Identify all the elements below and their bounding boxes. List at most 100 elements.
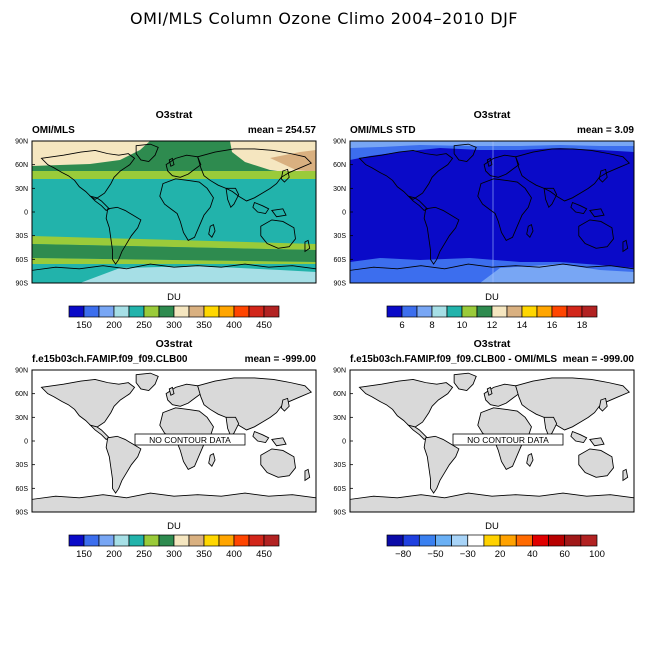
panel-4-left-title: f.e15b03ch.FAMIP.f09_f09.CLB00 - OMI/MLS — [350, 354, 557, 365]
colorbar-label: 300 — [166, 549, 182, 560]
colorbar-label: −80 — [395, 549, 411, 560]
colorbar-label: 250 — [136, 320, 152, 331]
lat-tick-label: 60S — [334, 257, 347, 264]
colorbar-swatch — [188, 534, 205, 547]
colorbar-swatch — [431, 305, 448, 318]
lat-tick-label: 0 — [342, 210, 346, 217]
colorbar-swatch — [173, 305, 190, 318]
lat-tick-label: 60S — [16, 257, 29, 264]
colorbar-3: DU 150 200 250 300 350 400 450 — [68, 521, 280, 560]
colorbar-swatch — [98, 534, 115, 547]
panel-2-center-title: O3strat — [474, 109, 511, 121]
lat-tick-label: 30S — [334, 233, 347, 240]
colorbar-label: 20 — [495, 549, 506, 560]
panel-3-left-title: f.e15b03ch.FAMIP.f09_f09.CLB00 — [32, 354, 188, 365]
colorbar-swatch — [263, 305, 280, 318]
colorbar-swatch — [143, 534, 160, 547]
colorbar-swatch — [68, 534, 85, 547]
lat-tick-label: 30S — [334, 462, 347, 469]
colorbar-swatch — [218, 534, 235, 547]
colorbar-swatch — [263, 534, 280, 547]
lat-tick-label: 30S — [16, 233, 29, 240]
panel-3: O3strat f.e15b03ch.FAMIP.f09_f09.CLB00 m… — [31, 338, 317, 513]
colorbar-label: 450 — [256, 549, 272, 560]
colorbar-label: 200 — [106, 320, 122, 331]
colorbar-label: −30 — [460, 549, 476, 560]
colorbar-swatch — [506, 305, 523, 318]
colorbar-label: 400 — [226, 549, 242, 560]
colorbar-swatch — [435, 534, 452, 547]
colorbar-label: 200 — [106, 549, 122, 560]
colorbar-swatch — [233, 305, 250, 318]
colorbar-swatch — [476, 305, 493, 318]
colorbar-swatch — [416, 305, 433, 318]
colorbar-swatch — [499, 534, 517, 547]
colorbar-label: 350 — [196, 320, 212, 331]
colorbar-swatch — [203, 534, 220, 547]
colorbar-swatch — [233, 534, 250, 547]
panel-3-no-data-label: NO CONTOUR DATA — [149, 435, 231, 445]
colorbar-swatch — [548, 534, 566, 547]
panel-4: O3strat f.e15b03ch.FAMIP.f09_f09.CLB00 -… — [349, 338, 635, 513]
panel-4-center-title: O3strat — [474, 338, 511, 350]
colorbar-label: 100 — [589, 549, 605, 560]
colorbar-swatch — [515, 534, 533, 547]
panel-1-right-title: mean = 254.57 — [248, 125, 317, 136]
colorbar-swatch — [418, 534, 436, 547]
panel-4-right-title: mean = -999.00 — [563, 354, 635, 365]
lat-tick-labels: 90N 60N 30N 0 30S 60S 90S 90N 60N 30N 0 30S 60S 90S 90… — [15, 139, 353, 517]
lat-tick-label: 60N — [15, 391, 28, 398]
colorbar-swatch — [467, 534, 485, 547]
colorbar-swatch — [83, 534, 100, 547]
panel-3-center-title: O3strat — [156, 338, 193, 350]
lat-tick-label: 0 — [24, 210, 28, 217]
lat-tick-label: 30N — [333, 415, 346, 422]
lat-tick-label: 90N — [333, 368, 346, 375]
lat-tick-label: 0 — [342, 439, 346, 446]
colorbar-swatch — [566, 305, 583, 318]
colorbar-label: 12 — [487, 320, 498, 331]
colorbar-4: DU −80 −50 −30 20 40 60 100 — [386, 521, 605, 560]
colorbar-label: 16 — [547, 320, 558, 331]
colorbar-title: DU — [485, 292, 499, 303]
colorbar-swatch — [551, 305, 568, 318]
colorbar-swatch — [483, 534, 501, 547]
lat-tick-label: 60N — [15, 162, 28, 169]
colorbar-label: 8 — [429, 320, 434, 331]
colorbar-swatch — [113, 305, 130, 318]
colorbar-label: 350 — [196, 549, 212, 560]
colorbar-swatch — [143, 305, 160, 318]
panel-3-no-data-box — [134, 433, 246, 446]
colorbar-swatch — [128, 534, 145, 547]
colorbar-swatch — [173, 534, 190, 547]
colorbar-label: 60 — [559, 549, 570, 560]
colorbar-label: 14 — [517, 320, 528, 331]
panel-2-map — [350, 141, 634, 283]
colorbar-1: DU 150 200 250 300 350 400 450 — [68, 292, 280, 331]
panel-3-right-title: mean = -999.00 — [245, 354, 317, 365]
colorbar-label: 250 — [136, 549, 152, 560]
colorbar-label: 6 — [399, 320, 404, 331]
colorbar-swatch — [491, 305, 508, 318]
colorbar-label: 400 — [226, 320, 242, 331]
panel-2: O3strat OMI/MLS STD mean = 3.09 — [349, 109, 635, 284]
lat-tick-label: 90S — [334, 510, 347, 517]
lat-tick-label: 60N — [333, 162, 346, 169]
lat-tick-label: 60N — [333, 391, 346, 398]
lat-tick-label: 0 — [24, 439, 28, 446]
lat-tick-label: 30N — [15, 186, 28, 193]
lat-tick-label: 30S — [16, 462, 29, 469]
colorbar-swatch — [521, 305, 538, 318]
lat-tick-label: 90S — [334, 281, 347, 288]
colorbar-title: DU — [167, 292, 181, 303]
colorbar-swatch — [446, 305, 463, 318]
colorbar-swatch — [83, 305, 100, 318]
panel-1-center-title: O3strat — [156, 109, 193, 121]
colorbar-label: 10 — [457, 320, 468, 331]
colorbar-label: 150 — [76, 549, 92, 560]
colorbar-swatch — [128, 305, 145, 318]
colorbar-title: DU — [485, 521, 499, 532]
colorbar-title: DU — [167, 521, 181, 532]
panel-4-no-data-box — [452, 433, 564, 446]
colorbar-swatch — [386, 305, 403, 318]
